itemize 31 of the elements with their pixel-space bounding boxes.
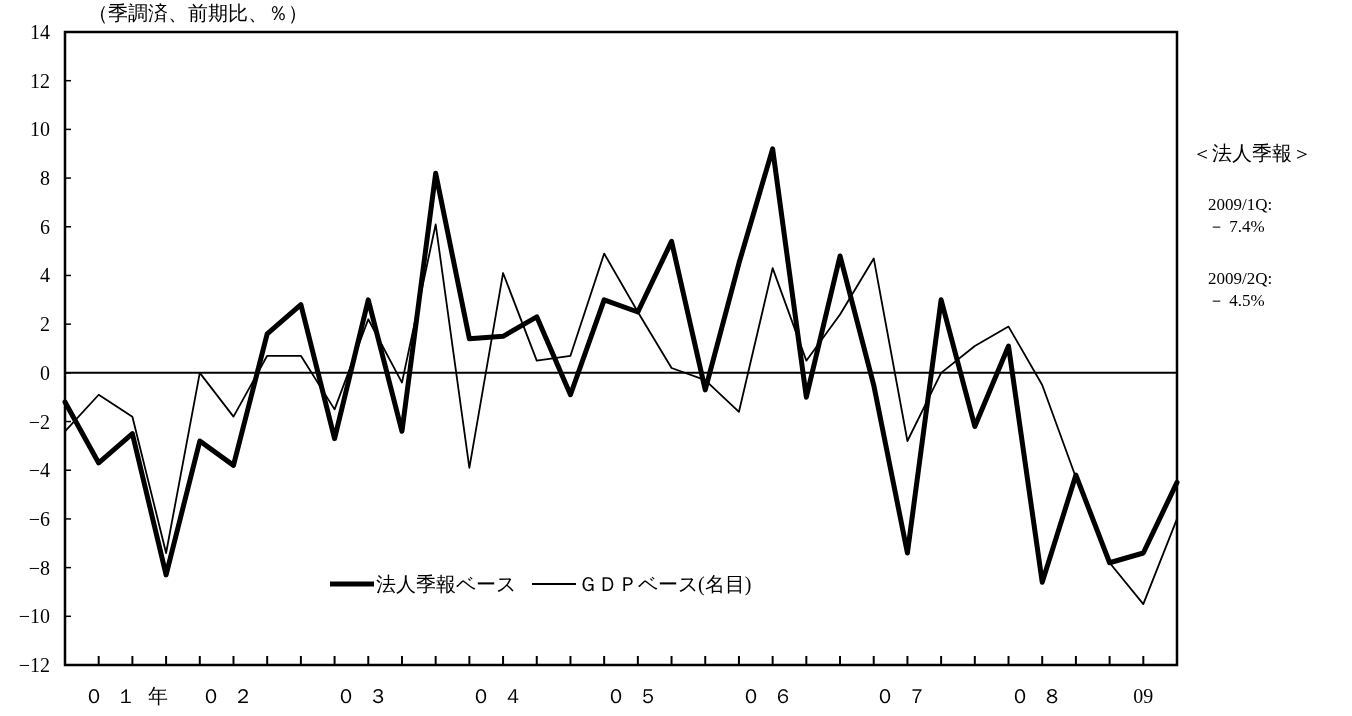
x-tick-label: ０３ [336,685,401,707]
x-tick-label: ０２ [201,685,266,707]
y-tick-label: 14 [30,21,50,43]
text: － 4.5% [1208,291,1265,310]
y-tick-label: 6 [40,215,50,238]
y-tick-label: 12 [30,69,50,92]
text: 2009/1Q: [1208,195,1273,214]
text: － 7.4% [1208,217,1265,236]
y-tick-label: 2 [40,313,50,336]
y-tick-label: −2 [28,410,50,433]
x-tick-label: ０７ [875,685,940,707]
x-tick-label: ０４ [471,685,536,707]
x-tick-label: ０６ [740,685,805,707]
y-axis-title: （季調済、前期比、％） [88,2,308,24]
y-tick-label: −4 [28,459,50,482]
y-tick-label: 10 [30,118,50,141]
y-tick-label: −12 [18,654,50,676]
y-tick-label: −10 [18,605,50,628]
legend-label: 法人季報ベース [376,573,516,595]
legend-label: ＧＤＰベース(名目) [578,573,752,596]
text: 2009/2Q: [1208,269,1273,288]
y-tick-label: 4 [40,264,50,287]
x-tick-label: ０８ [1010,685,1075,707]
x-tick-label: ０１年 [84,685,181,707]
x-tick-label: 09 [1133,685,1154,707]
text: ＜法人季報＞ [1192,142,1312,164]
y-tick-label: −8 [28,556,50,579]
y-tick-label: 8 [40,167,50,190]
x-tick-label: ０５ [605,685,670,707]
y-tick-label: −6 [28,507,50,530]
y-tick-label: 0 [40,361,50,384]
